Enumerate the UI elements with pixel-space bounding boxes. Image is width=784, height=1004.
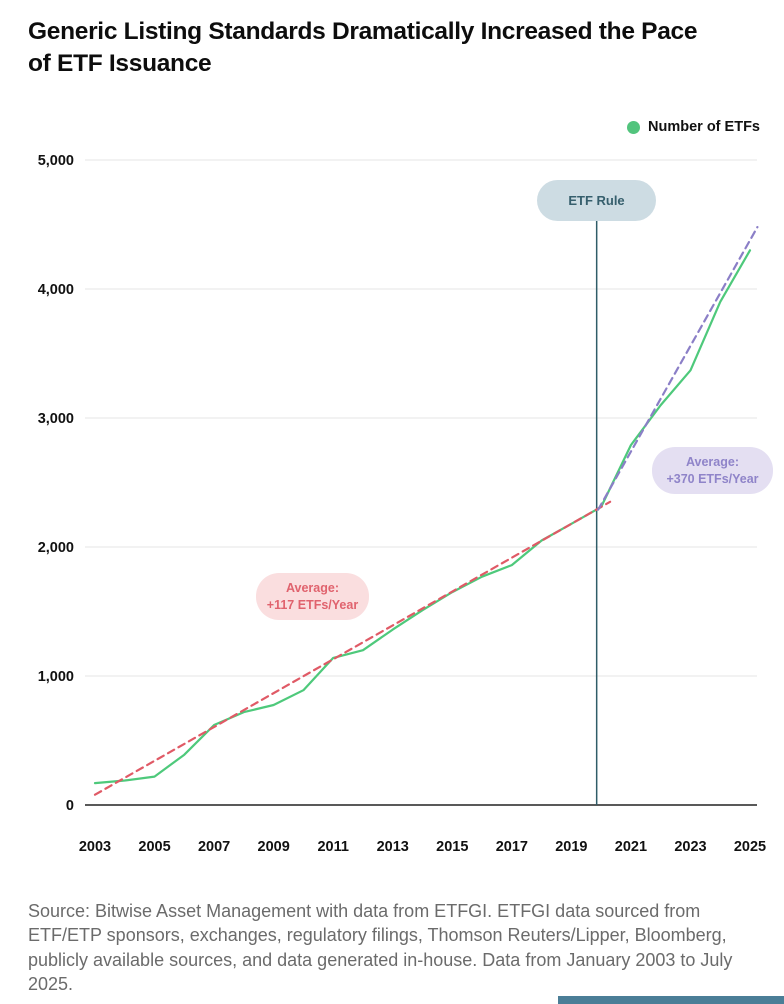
- page-title: Generic Listing Standards Dramatically I…: [28, 16, 772, 81]
- etf-rule-badge-label: ETF Rule: [568, 192, 625, 208]
- source-text: Source: Bitwise Asset Management with da…: [28, 901, 733, 995]
- x-tick-label: 2015: [436, 839, 468, 855]
- x-tick-label: 2023: [674, 839, 706, 855]
- avg-late-badge: Average: +370 ETFs/Year: [652, 447, 773, 494]
- avg-late-badge-line2: +370 ETFs/Year: [666, 471, 759, 486]
- y-tick-label: 4,000: [38, 282, 74, 298]
- pre-rule-trend-line: [93, 500, 612, 796]
- legend-label: Number of ETFs: [648, 119, 760, 135]
- etf-rule-badge: ETF Rule: [537, 180, 656, 221]
- y-tick-label: 3,000: [38, 411, 74, 427]
- x-tick-label: 2021: [615, 839, 647, 855]
- x-tick-label: 2005: [138, 839, 170, 855]
- x-tick-label: 2007: [198, 839, 230, 855]
- post-rule-trend-line: [597, 226, 759, 511]
- footer-accent-bar: [558, 996, 784, 1004]
- x-tick-label: 2013: [377, 839, 409, 855]
- page-title-line1: Generic Listing Standards Dramatically I…: [28, 18, 698, 45]
- avg-early-badge-line1: Average:: [285, 580, 340, 595]
- x-tick-label: 2017: [496, 839, 528, 855]
- x-tick-label: 2011: [317, 839, 348, 855]
- y-tick-label: 5,000: [38, 153, 74, 169]
- x-tick-label: 2019: [555, 839, 587, 855]
- page-title-line2: of ETF Issuance: [28, 50, 212, 78]
- x-tick-label: 2025: [734, 839, 766, 855]
- y-tick-label: 0: [66, 798, 74, 814]
- legend: Number of ETFs: [627, 119, 760, 135]
- x-tick-label: 2009: [258, 839, 290, 855]
- x-tick-label: 2003: [79, 839, 111, 855]
- etf-count-line: [93, 249, 752, 785]
- legend-dot-icon: [627, 120, 641, 134]
- avg-early-badge-line2: +117 ETFs/Year: [266, 597, 359, 612]
- avg-early-badge: Average: +117 ETFs/Year: [256, 573, 369, 620]
- y-tick-label: 1,000: [38, 669, 74, 685]
- avg-late-badge-line1: Average:: [685, 454, 740, 469]
- y-tick-label: 2,000: [38, 540, 74, 556]
